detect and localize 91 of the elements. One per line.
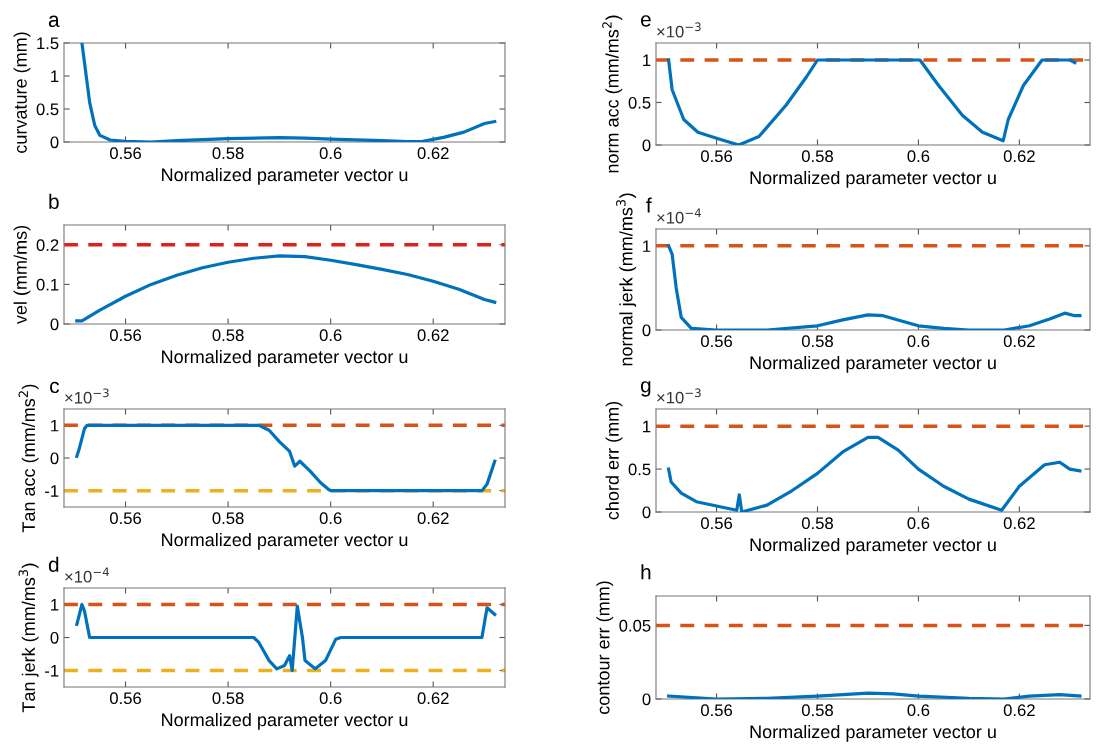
y-tick-label: -1 — [45, 665, 59, 677]
x-tick-label: 0.56 — [109, 147, 142, 160]
x-tick-label: 0.56 — [700, 704, 733, 717]
x-tick-label: 0.6 — [907, 704, 930, 717]
x-tick-label: 0.58 — [212, 512, 244, 525]
y-tick-label: 0 — [50, 136, 59, 149]
y-axis-title: chord err (mm) — [605, 401, 623, 520]
x-axis-title: Normalized parameter vector u — [750, 724, 996, 742]
x-tick-label: 0.58 — [801, 335, 833, 348]
line-series — [75, 254, 497, 323]
x-tick-label: 0.56 — [700, 150, 733, 163]
x-tick-label: 0.6 — [907, 335, 930, 348]
y-tick-label: 0 — [642, 139, 651, 152]
y-tick-label: -1 — [45, 485, 59, 497]
chart-title: d — [48, 556, 59, 572]
line-series — [75, 423, 497, 493]
text: ×10$^{−4}$ — [657, 208, 701, 224]
x-axis-title: Normalized parameter vector u — [750, 355, 996, 373]
x-tick-label: 0.62 — [1003, 150, 1035, 163]
y-axis-title: Tan jerk (mm/ms$^{3}$) — [18, 563, 39, 713]
y-tick-label: 0.5 — [628, 463, 651, 476]
y-tick-label: 0.5 — [36, 103, 59, 116]
x-tick-label: 0.6 — [319, 147, 342, 160]
x-tick-label: 0.58 — [801, 517, 833, 530]
chart-title: g — [640, 381, 651, 397]
x-tick-label: 0.6 — [319, 329, 342, 342]
line-series — [667, 244, 1082, 330]
y-tick-label: 1 — [643, 240, 651, 252]
y-tick-label: 0 — [642, 506, 651, 519]
y-tick-label: 1 — [51, 419, 59, 432]
x-tick-label: 0.6 — [319, 512, 342, 525]
chart-title: h — [641, 564, 651, 580]
x-tick-label: 0.56 — [109, 329, 142, 342]
y-tick-label: 0.05 — [619, 619, 651, 632]
x-tick-label: 0.58 — [801, 704, 833, 717]
y-tick-label: 1 — [51, 70, 59, 83]
x-axis-title: Normalized parameter vector u — [162, 349, 408, 367]
y-axis-title: Tan acc (mm/ms$^{2}$) — [18, 384, 39, 533]
x-tick-label: 0.62 — [1003, 704, 1035, 717]
text: ×10$^{−3}$ — [657, 388, 701, 404]
x-tick-label: 0.6 — [907, 517, 930, 530]
y-tick-label: 0.1 — [36, 278, 59, 291]
y-axis-title: curvature (mm) — [13, 32, 31, 153]
x-axis-title: Normalized parameter vector u — [750, 537, 996, 555]
line-series — [75, 602, 497, 673]
x-axis-title: Normalized parameter vector u — [162, 712, 408, 730]
x-tick-label: 0.62 — [417, 512, 449, 525]
y-tick-label: 1 — [643, 420, 651, 433]
chart-title: e — [640, 15, 651, 27]
line-series — [667, 58, 1077, 145]
x-tick-label: 0.6 — [319, 692, 342, 705]
chart-title: c — [50, 381, 60, 394]
x-tick-label: 0.56 — [700, 335, 733, 348]
x-tick-label: 0.58 — [212, 692, 244, 705]
x-tick-label: 0.62 — [1003, 517, 1035, 530]
x-tick-label: 0.56 — [700, 517, 733, 530]
y-axis-title: norm acc (mm/ms$^{2}$) — [602, 15, 623, 173]
line-series — [80, 43, 497, 142]
x-tick-label: 0.56 — [109, 692, 142, 705]
y-tick-label: 0 — [50, 452, 59, 465]
y-tick-label: 1.5 — [37, 37, 59, 50]
x-tick-label: 0.62 — [417, 147, 449, 160]
x-axis-title: Normalized parameter vector u — [162, 167, 408, 185]
x-tick-label: 0.62 — [417, 329, 449, 342]
chart-title: a — [48, 15, 60, 27]
y-tick-label: 0.2 — [36, 239, 59, 251]
text: ×10$^{−3}$ — [65, 388, 109, 404]
y-tick-label: 0 — [642, 324, 651, 337]
line-series — [667, 435, 1082, 512]
x-axis-title: Normalized parameter vector u — [162, 532, 408, 550]
y-axis-title: vel (mm/ms) — [13, 225, 31, 325]
x-axis-title: Normalized parameter vector u — [750, 170, 996, 188]
y-tick-label: 0.5 — [628, 96, 651, 109]
y-tick-label: 0 — [50, 631, 59, 644]
x-tick-label: 0.56 — [109, 512, 142, 525]
y-axis-title: contour err (mm) — [596, 581, 614, 714]
chart-title: f — [646, 197, 652, 213]
x-tick-label: 0.58 — [212, 329, 244, 342]
x-tick-label: 0.62 — [1003, 335, 1035, 348]
x-tick-label: 0.58 — [801, 150, 833, 163]
y-tick-label: 0 — [50, 318, 59, 331]
chart-title: b — [49, 193, 59, 209]
y-tick-label: 1 — [51, 599, 59, 611]
x-tick-label: 0.6 — [907, 150, 930, 163]
y-axis-title: normal jerk (mm/ms$^{3}$) — [616, 193, 637, 366]
x-tick-label: 0.58 — [212, 147, 244, 160]
x-tick-label: 0.62 — [417, 692, 449, 705]
y-tick-label: 1 — [643, 54, 651, 67]
text: ×10$^{−3}$ — [657, 22, 701, 38]
y-tick-label: 0 — [642, 693, 651, 706]
text: ×10$^{−4}$ — [65, 567, 109, 583]
